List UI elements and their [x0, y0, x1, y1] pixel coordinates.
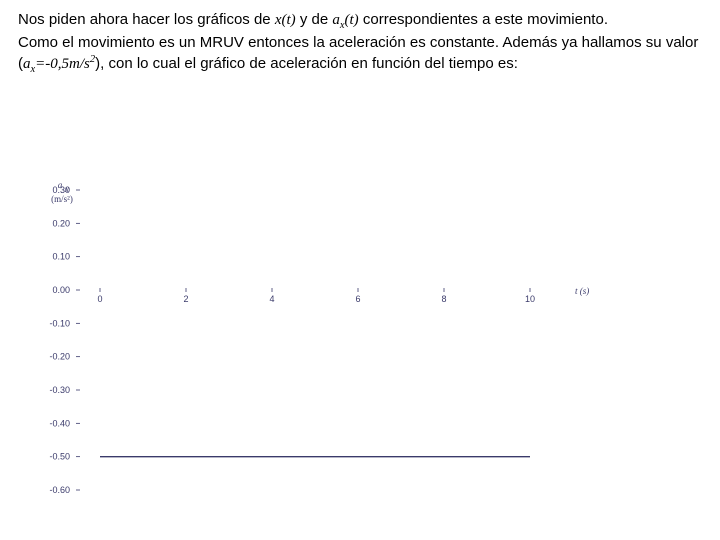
- ytick-label: -0.40: [49, 418, 70, 428]
- y-axis-unit: (m/s²): [51, 194, 73, 204]
- ytick-label: -0.20: [49, 352, 70, 362]
- ax-eq: =-0,5m/s: [35, 56, 90, 72]
- xtick-label: 2: [183, 294, 188, 304]
- intro-paragraph: Nos piden ahora hacer los gráficos de x(…: [18, 10, 702, 78]
- ytick-label: 0.20: [52, 218, 70, 228]
- ytick-label: -0.50: [49, 452, 70, 462]
- ytick-label: -0.30: [49, 385, 70, 395]
- y-axis-label-x: x: [64, 184, 69, 194]
- axt-a: a: [332, 12, 340, 28]
- xtick-label: 8: [441, 294, 446, 304]
- chart-svg: 0.300.200.100.000246810-0.10-0.20-0.30-0…: [30, 180, 650, 520]
- ytick-label: -0.60: [49, 485, 70, 495]
- text-part3: correspondientes a este movimiento.: [359, 11, 608, 28]
- text-part1: Nos piden ahora hacer los gráficos de: [18, 11, 275, 28]
- axt-t: (t): [345, 12, 359, 28]
- xtick-label: 6: [355, 294, 360, 304]
- acceleration-chart: 0.300.200.100.000246810-0.10-0.20-0.30-0…: [30, 180, 650, 520]
- xtick-label: 0: [97, 294, 102, 304]
- text-part2: y de: [296, 11, 333, 28]
- text-part5: ), con lo cual el gráfico de aceleración…: [95, 55, 518, 72]
- x-axis-label: t (s): [575, 286, 589, 296]
- xt-symbol: x(t): [275, 12, 296, 28]
- y-axis-label-a: a: [58, 180, 63, 190]
- ytick-label: 0.10: [52, 252, 70, 262]
- ytick-label: 0.00: [52, 285, 70, 295]
- ytick-label: -0.10: [49, 318, 70, 328]
- xtick-label: 10: [525, 294, 535, 304]
- ax-a: a: [23, 56, 31, 72]
- xtick-label: 4: [269, 294, 274, 304]
